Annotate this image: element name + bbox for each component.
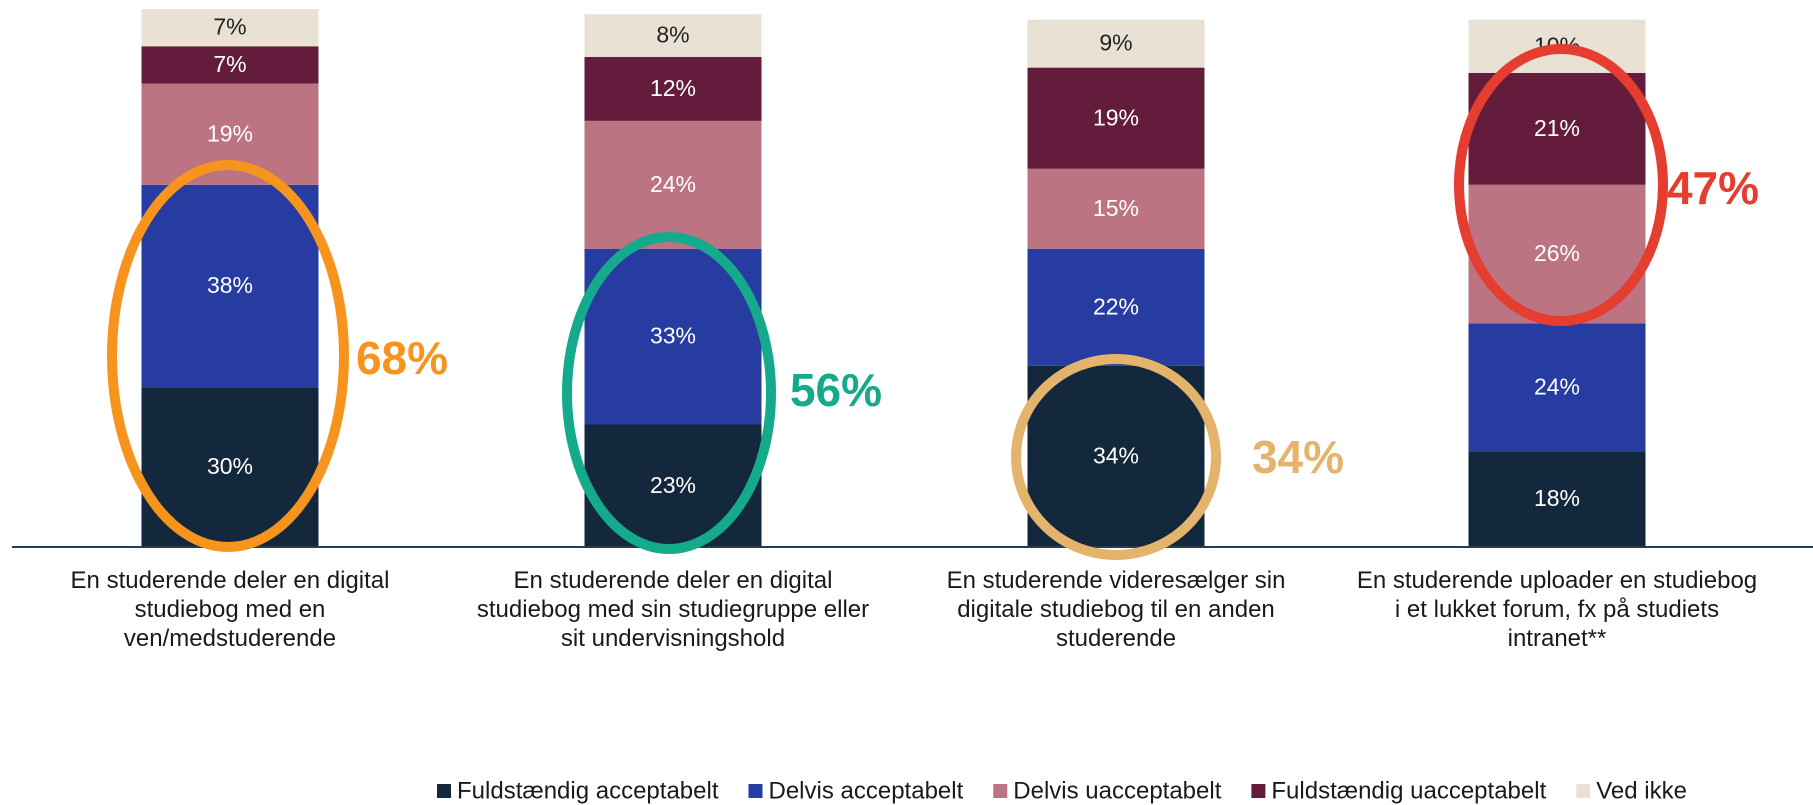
- value-label: 18%: [1534, 485, 1580, 511]
- value-label: 15%: [1093, 195, 1139, 221]
- value-label: 24%: [650, 171, 696, 197]
- value-label: 30%: [207, 453, 253, 479]
- bar-segment: [584, 14, 762, 57]
- value-label: 9%: [1099, 30, 1132, 56]
- legend-label: Delvis uacceptabelt: [1013, 777, 1221, 804]
- annotation: 34%: [1252, 431, 1344, 483]
- bar-segment: [584, 56, 762, 121]
- value-label: 8%: [656, 22, 689, 48]
- bar-segment: [584, 120, 762, 249]
- bar-segment: [1027, 19, 1205, 68]
- value-label: 19%: [1093, 104, 1139, 130]
- value-label: 7%: [213, 51, 246, 77]
- highlight-ellipse: [107, 160, 349, 552]
- highlight-ellipse: [1011, 354, 1221, 560]
- highlight-ellipse: [1454, 44, 1668, 326]
- bar-segment: [1468, 323, 1646, 452]
- category-label: En studerende deler en digital studiebog…: [70, 567, 390, 652]
- legend-swatch: [1576, 784, 1591, 798]
- value-label: 33%: [650, 323, 696, 349]
- value-label: 34%: [1093, 443, 1139, 469]
- highlight-ellipse: [562, 232, 776, 554]
- legend-label: Fuldstændig acceptabelt: [457, 777, 719, 804]
- bar-segment: [141, 46, 319, 84]
- bar-segment: [1027, 168, 1205, 249]
- category-label: En studerende deler en digital studiebog…: [476, 567, 870, 652]
- legend-swatch: [748, 784, 763, 798]
- annotation: 68%: [356, 332, 448, 384]
- value-label: 24%: [1534, 373, 1580, 399]
- bar-segment: [1468, 451, 1646, 547]
- value-label: 12%: [650, 75, 696, 101]
- annotation: 56%: [790, 364, 882, 416]
- bar-segment: [141, 184, 319, 388]
- value-label: 7%: [213, 14, 246, 40]
- bar-segment: [1027, 67, 1205, 169]
- bar-segment: [141, 9, 319, 47]
- value-label: 38%: [207, 272, 253, 298]
- legend-swatch: [993, 784, 1008, 798]
- value-label: 21%: [1534, 115, 1580, 141]
- value-label: 23%: [650, 472, 696, 498]
- value-label: 26%: [1534, 240, 1580, 266]
- bar-segment: [1468, 72, 1646, 185]
- legend-label: Fuldstændig uacceptabelt: [1271, 777, 1546, 804]
- bar-segment: [1027, 365, 1205, 547]
- annotation: 47%: [1667, 162, 1759, 214]
- value-label: 22%: [1093, 293, 1139, 319]
- bar-segment: [1027, 248, 1205, 366]
- legend-swatch: [437, 784, 451, 798]
- category-label: En studerende uploader en studiebog i et…: [1356, 567, 1758, 652]
- legend-swatch: [1251, 784, 1266, 798]
- category-label: En studerende videresælger sin digitale …: [946, 567, 1286, 652]
- legend-label: Ved ikke: [1596, 777, 1687, 804]
- value-label: 19%: [207, 120, 253, 146]
- legend-label: Delvis acceptabelt: [769, 777, 964, 804]
